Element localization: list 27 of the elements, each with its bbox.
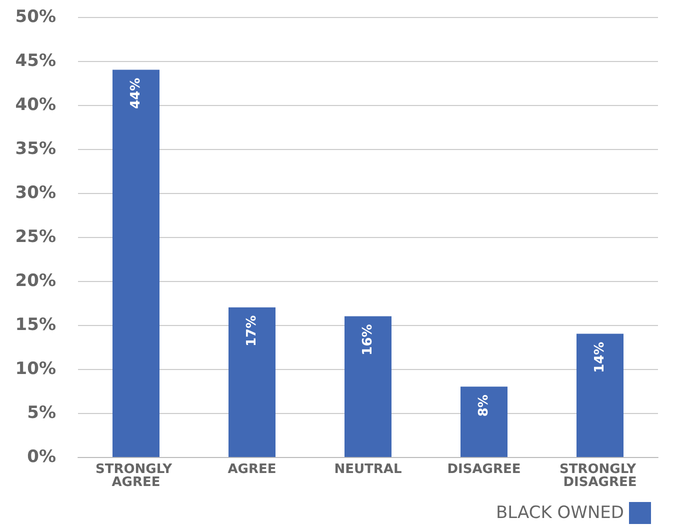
data-label: 16% — [360, 324, 376, 356]
data-label: 8% — [476, 394, 492, 417]
x-tick-label: STRONGLY AGREE — [95, 462, 177, 490]
legend-label: BLACK OWNED — [496, 503, 624, 523]
x-tick-label: STRONGLY DISAGREE — [559, 462, 641, 490]
bar — [460, 386, 508, 457]
x-tick-label: NEUTRAL — [334, 462, 402, 477]
y-tick-label: 50% — [15, 7, 56, 27]
y-tick-label: 20% — [15, 271, 56, 291]
y-tick-label: 45% — [15, 51, 56, 71]
y-tick-label: 30% — [15, 183, 56, 203]
x-tick-label: AGREE — [228, 462, 276, 477]
y-tick-label: 25% — [15, 227, 56, 247]
y-tick-label: 35% — [15, 139, 56, 159]
bar — [228, 307, 276, 457]
y-tick-label: 15% — [15, 315, 56, 335]
bar — [112, 70, 160, 457]
data-label: 17% — [244, 315, 260, 347]
bar — [576, 334, 624, 457]
y-tick-label: 5% — [27, 403, 56, 423]
bar — [344, 316, 392, 457]
x-tick-label: DISAGREE — [447, 462, 521, 477]
data-label: 14% — [592, 342, 608, 373]
y-tick-label: 0% — [27, 447, 56, 467]
y-tick-label: 10% — [15, 359, 56, 379]
data-label: 44% — [128, 78, 144, 109]
y-tick-label: 40% — [15, 95, 56, 115]
